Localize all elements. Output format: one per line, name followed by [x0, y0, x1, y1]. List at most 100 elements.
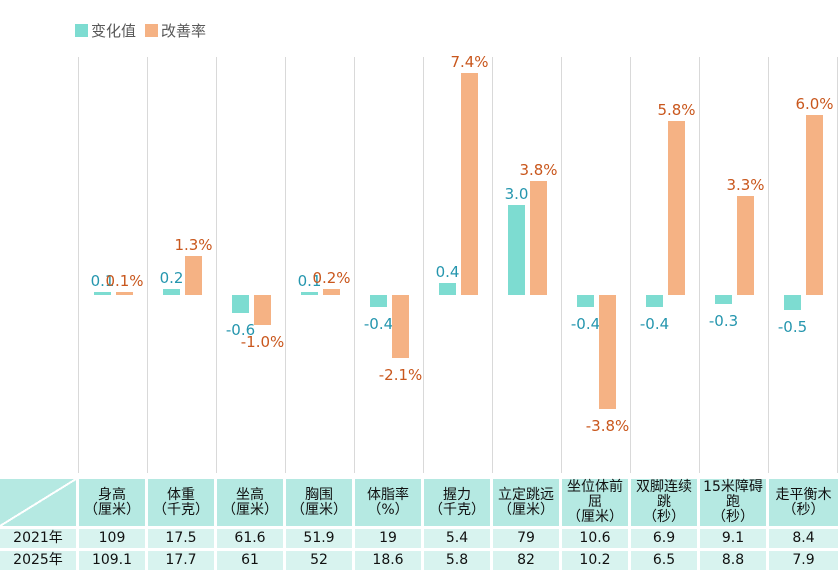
table-column-header: 体脂率 （%） [355, 479, 424, 526]
column-unit: （秒） [782, 501, 825, 518]
table-cell: 8.4 [769, 529, 838, 548]
table-cell: 10.6 [562, 529, 631, 548]
change-value-label: 0.1 [297, 272, 322, 290]
column-name: 胸围 [305, 486, 333, 503]
column-unit: （秒） [712, 509, 754, 525]
table-column-header: 坐高 （厘米） [217, 479, 286, 526]
column-unit: （厘米） [84, 501, 140, 518]
change-bar [508, 205, 525, 295]
change-value-label: 3.0 [504, 185, 529, 203]
table-cell: 5.8 [424, 551, 493, 570]
table-cell: 7.9 [769, 551, 838, 570]
change-value-label: -0.4 [363, 315, 394, 333]
change-bar [301, 292, 318, 295]
column-name: 坐位体前屈 [567, 479, 623, 510]
table-row: 2021年 109 17.5 61.6 51.9 19 5.4 79 10.6 6.9 9.1 8.4 [0, 529, 838, 551]
column-name: 体重 [167, 486, 195, 503]
change-bar [784, 295, 801, 310]
table-cell: 109.1 [79, 551, 148, 570]
column-name: 立定跳远 [498, 486, 554, 503]
category-band-6: 0.4 7.4% [423, 53, 492, 473]
column-unit: （千克） [429, 501, 485, 518]
change-bar [577, 295, 594, 307]
rate-value-label: 5.8% [657, 101, 696, 119]
rate-bar [461, 73, 478, 295]
category-band-7: 3.0 3.8% [492, 57, 561, 473]
table-column-header: 坐位体前屈 （厘米） [562, 479, 631, 526]
change-value-label: -0.6 [225, 321, 256, 339]
table-column-header: 体重 （千克） [148, 479, 217, 526]
change-bar [439, 283, 456, 295]
rate-value-label: -3.8% [585, 417, 630, 435]
column-unit: （厘米） [222, 501, 278, 518]
column-name: 身高 [98, 486, 126, 503]
column-name: 双脚连续跳 [636, 479, 692, 510]
rate-bar [530, 181, 547, 295]
table-column-header: 胸围 （厘米） [286, 479, 355, 526]
rate-value-label: -2.1% [378, 366, 423, 384]
table-header-row: 身高 （厘米） 体重 （千克） 坐高 （厘米） 胸围 （厘米） 体脂率 （%） 握力 （千克） 立定跳远… [0, 479, 838, 529]
legend-label-rate: 改善率 [161, 22, 207, 40]
data-table: 身高 （厘米） 体重 （千克） 坐高 （厘米） 胸围 （厘米） 体脂率 （%） 握力 （千克） 立定跳远… [0, 479, 838, 570]
table-column-header: 身高 （厘米） [79, 479, 148, 526]
table-cell: 8.8 [700, 551, 769, 570]
change-bar [646, 295, 663, 307]
table-column-header: 立定跳远 （厘米） [493, 479, 562, 526]
column-unit: （厘米） [498, 501, 554, 518]
column-name: 体脂率 [367, 486, 409, 503]
table-cell: 82 [493, 551, 562, 570]
row-label: 2021年 [0, 529, 79, 548]
legend-label-change: 变化值 [91, 22, 137, 40]
rate-value-label: 1.3% [174, 236, 213, 254]
rate-value-label: 3.8% [519, 161, 558, 179]
category-band-4: 0.1 0.2% [285, 57, 354, 473]
bar-chart-plot: 0.1 0.1% 0.2 1.3% -0.6 -1.0% 0.1 0.2% -0.4 -2.1% 0… [78, 53, 838, 473]
legend-item-change: 变化值 [75, 20, 136, 41]
column-name: 15米障碍跑 [703, 479, 763, 510]
table-column-header: 双脚连续跳 （秒） [631, 479, 700, 526]
table-cell: 18.6 [355, 551, 424, 570]
table-cell: 52 [286, 551, 355, 570]
rate-bar [737, 196, 754, 295]
table-cell: 19 [355, 529, 424, 548]
category-band-1: 0.1 0.1% [78, 57, 147, 473]
category-band-3: -0.6 -1.0% [216, 57, 285, 473]
table-cell: 6.9 [631, 529, 700, 548]
row-label: 2025年 [0, 551, 79, 570]
table-cell: 61 [217, 551, 286, 570]
change-bar [163, 289, 180, 295]
column-unit: （厘米） [567, 509, 623, 525]
column-unit: （秒） [643, 509, 685, 525]
rate-bar [599, 295, 616, 409]
change-bar [715, 295, 732, 304]
change-bar [370, 295, 387, 307]
table-cell: 61.6 [217, 529, 286, 548]
category-band-9: -0.4 5.8% [630, 57, 699, 473]
change-value-label: -0.4 [639, 315, 670, 333]
column-unit: （千克） [153, 501, 209, 518]
rate-series-swatch-icon [145, 24, 159, 37]
rate-value-label: 3.3% [726, 176, 765, 194]
table-cell: 5.4 [424, 529, 493, 548]
table-cell: 17.7 [148, 551, 217, 570]
column-unit: （厘米） [291, 501, 347, 518]
table-cell: 79 [493, 529, 562, 548]
change-value-label: -0.4 [570, 315, 601, 333]
change-value-label: 0.1 [90, 272, 115, 290]
category-band-10: -0.3 3.3% [699, 57, 768, 473]
table-cell: 109 [79, 529, 148, 548]
change-bar [94, 292, 111, 295]
rate-value-label: 7.4% [450, 53, 489, 71]
rate-value-label: 6.0% [795, 95, 834, 113]
rate-bar [668, 121, 685, 295]
change-series-swatch-icon [75, 24, 88, 37]
column-unit: （%） [367, 501, 409, 518]
rate-value-label: 0.1% [105, 272, 144, 290]
change-value-label: 0.4 [435, 263, 460, 281]
table-cell: 6.5 [631, 551, 700, 570]
rate-bar [323, 289, 340, 295]
change-bar [232, 295, 249, 313]
table-cell: 17.5 [148, 529, 217, 548]
rate-bar [185, 256, 202, 295]
